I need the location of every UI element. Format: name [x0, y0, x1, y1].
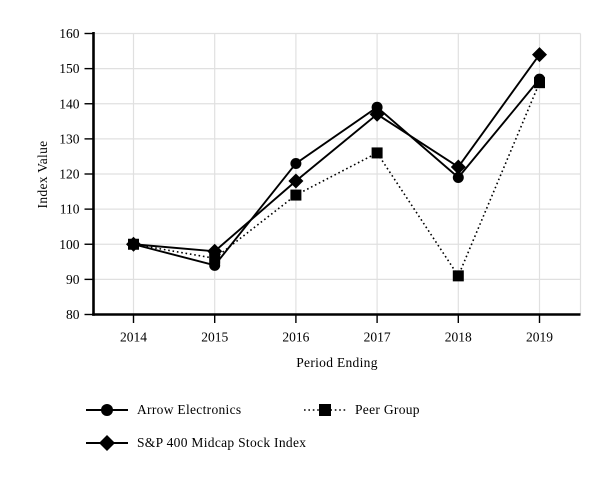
data-point-peer-group — [371, 147, 383, 159]
data-point-peer-group — [290, 189, 302, 201]
circle-marker-icon — [86, 404, 128, 416]
legend-item-peer-group: Peer Group — [304, 399, 420, 421]
series-line-arrow-electronics — [133, 78, 541, 267]
y-tick-label: 110 — [60, 202, 80, 217]
legend-swatch-shape — [101, 404, 113, 416]
y-tick-label: 90 — [66, 272, 80, 287]
data-point-s-p-400-midcap-stock-index — [450, 159, 466, 175]
y-tick-label: 100 — [59, 237, 80, 252]
data-point-peer-group — [452, 270, 464, 282]
legend-swatch-shape — [319, 404, 331, 416]
plot-area: 80 90 100 110 120 130 140 150 160 2014 2015 2016 201… — [59, 26, 582, 345]
data-point-arrow-electronics — [452, 172, 464, 184]
y-axis-title: Index Value — [35, 140, 50, 209]
x-tick-label: 2014 — [120, 330, 147, 345]
y-tick-label: 80 — [66, 307, 80, 322]
data-point-peer-group — [534, 77, 545, 89]
legend-item-sp400-midcap-stock-index: S&P 400 Midcap Stock Index — [86, 432, 306, 454]
data-point-arrow-electronics — [290, 157, 302, 169]
data-point-s-p-400-midcap-stock-index — [369, 106, 385, 122]
x-axis-title: Period Ending — [296, 355, 378, 370]
square-marker-icon — [304, 404, 346, 416]
legend-swatch-shape — [99, 435, 115, 451]
series-line-s-p-400-midcap-stock-index — [133, 54, 541, 253]
x-tick-label: 2017 — [364, 330, 391, 345]
series-line-peer-group — [133, 82, 541, 278]
y-tick-label: 160 — [59, 26, 80, 41]
legend-item-arrow-electronics: Arrow Electronics — [86, 399, 241, 421]
x-tick-label: 2015 — [201, 330, 228, 345]
y-tick-label: 140 — [59, 96, 80, 111]
x-tick-label: 2016 — [282, 330, 309, 345]
data-point-s-p-400-midcap-stock-index — [288, 173, 304, 189]
x-tick-label: 2019 — [526, 330, 553, 345]
legend-label-arrow-electronics: Arrow Electronics — [137, 402, 242, 417]
data-point-s-p-400-midcap-stock-index — [126, 236, 141, 252]
y-tick-label: 130 — [59, 131, 80, 146]
data-point-s-p-400-midcap-stock-index — [207, 243, 223, 259]
y-tick-label: 150 — [59, 61, 80, 76]
x-tick-label: 2018 — [445, 330, 472, 345]
y-tick-label: 120 — [59, 167, 80, 182]
diamond-marker-icon — [86, 435, 128, 451]
data-point-s-p-400-midcap-stock-index — [532, 47, 547, 63]
legend-label-sp400-midcap-stock-index: S&P 400 Midcap Stock Index — [137, 435, 307, 450]
legend-label-peer-group: Peer Group — [355, 402, 420, 417]
